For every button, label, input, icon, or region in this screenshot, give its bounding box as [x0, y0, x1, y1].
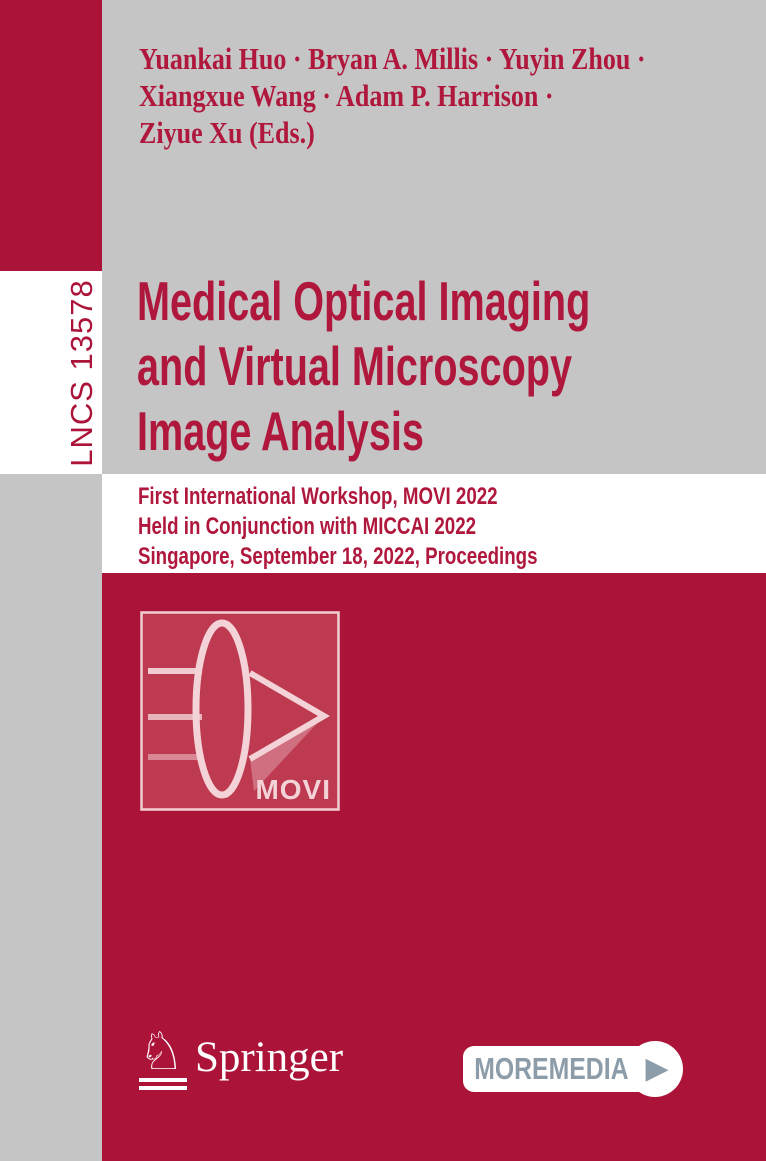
- movi-logo: MOVI: [140, 611, 340, 811]
- title-line: and Virtual Microscopy: [137, 335, 572, 397]
- focus-cone: [248, 670, 330, 762]
- spine-series-panel: LNCS 13578: [0, 271, 102, 474]
- author-line: Xiangxue Wang · Adam P. Harrison ·: [139, 78, 554, 113]
- author-line: Ziyue Xu (Eds.): [139, 115, 315, 150]
- play-icon: ▶: [645, 1051, 669, 1086]
- title-line: Image Analysis: [137, 400, 424, 462]
- movi-lens-graphic: [140, 611, 340, 811]
- moremedia-label: MOREMEDIA: [474, 1051, 629, 1086]
- knight-underline: [139, 1086, 187, 1090]
- knight-icon: ♘: [138, 1022, 185, 1082]
- subtitle-band: First International Workshop, MOVI 2022 …: [102, 474, 766, 573]
- movi-label: MOVI: [255, 774, 331, 805]
- subtitle: First International Workshop, MOVI 2022 …: [138, 482, 538, 572]
- subtitle-line: Held in Conjunction with MICCAI 2022: [138, 513, 477, 540]
- authors: Yuankai Huo · Bryan A. Millis · Yuyin Zh…: [139, 40, 646, 151]
- publisher-name: Springer: [195, 1034, 344, 1081]
- subtitle-line: First International Workshop, MOVI 2022: [138, 483, 498, 510]
- series-label: LNCS 13578: [64, 278, 99, 467]
- title-line: Medical Optical Imaging: [137, 270, 591, 332]
- spine-red-block: [0, 0, 102, 271]
- cover-body: MOVI ♘ Springer MOREMEDIA ▶: [102, 573, 766, 1161]
- moremedia-badge: MOREMEDIA ▶: [463, 1041, 685, 1097]
- lens-ellipse: [192, 619, 252, 799]
- springer-logo: ♘ Springer: [138, 1022, 398, 1098]
- knight-underline: [139, 1078, 187, 1082]
- focus-cone-reflection: [250, 716, 324, 791]
- play-circle: ▶: [627, 1041, 683, 1097]
- subtitle-line: Singapore, September 18, 2022, Proceedin…: [138, 543, 538, 570]
- book-title: Medical Optical Imaging and Virtual Micr…: [137, 269, 590, 464]
- author-line: Yuankai Huo · Bryan A. Millis · Yuyin Zh…: [139, 41, 646, 76]
